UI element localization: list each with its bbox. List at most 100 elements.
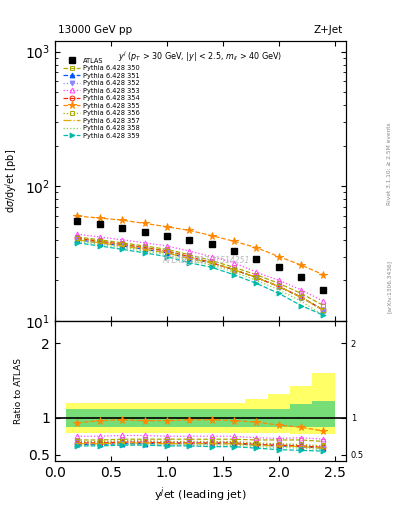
Line: Pythia 6.428 355: Pythia 6.428 355 <box>73 212 327 279</box>
Line: Pythia 6.428 353: Pythia 6.428 353 <box>75 232 326 304</box>
Pythia 6.428 356 <box>276 284 281 290</box>
Pythia 6.428 350 <box>254 272 259 278</box>
Pythia 6.428 356 <box>299 294 303 300</box>
Pythia 6.428 351 <box>254 274 259 281</box>
Pythia 6.428 353 <box>75 231 80 237</box>
Pythia 6.428 358 <box>209 262 214 268</box>
Pythia 6.428 355 <box>97 215 102 221</box>
Text: ATLAS_2017_I1514251: ATLAS_2017_I1514251 <box>163 255 250 264</box>
Pythia 6.428 358 <box>231 269 236 275</box>
Pythia 6.428 355 <box>165 224 169 230</box>
Pythia 6.428 353 <box>187 248 192 254</box>
Pythia 6.428 353 <box>276 278 281 284</box>
Pythia 6.428 353 <box>97 234 102 240</box>
Pythia 6.428 357 <box>254 274 259 281</box>
Pythia 6.428 350 <box>299 290 303 296</box>
Pythia 6.428 356 <box>142 245 147 251</box>
Pythia 6.428 357 <box>142 246 147 252</box>
Pythia 6.428 358 <box>299 298 303 304</box>
Pythia 6.428 351 <box>97 240 102 246</box>
Pythia 6.428 353 <box>231 260 236 266</box>
Pythia 6.428 355 <box>299 262 303 268</box>
Pythia 6.428 356 <box>254 274 259 281</box>
Pythia 6.428 359 <box>254 280 259 286</box>
Pythia 6.428 356 <box>75 236 80 242</box>
Pythia 6.428 351 <box>209 260 214 266</box>
Pythia 6.428 358 <box>187 258 192 264</box>
Pythia 6.428 357 <box>299 294 303 300</box>
Pythia 6.428 353 <box>165 243 169 249</box>
Pythia 6.428 356 <box>231 267 236 273</box>
Pythia 6.428 354 <box>209 260 214 266</box>
Pythia 6.428 352 <box>165 248 169 254</box>
Pythia 6.428 352 <box>299 294 303 300</box>
Pythia 6.428 359 <box>75 240 80 246</box>
Pythia 6.428 359 <box>231 272 236 278</box>
Pythia 6.428 354 <box>165 248 169 254</box>
Y-axis label: Ratio to ATLAS: Ratio to ATLAS <box>14 358 23 424</box>
Pythia 6.428 354 <box>299 294 303 300</box>
Pythia 6.428 354 <box>120 241 125 247</box>
Pythia 6.428 354 <box>75 236 80 242</box>
Pythia 6.428 351 <box>120 243 125 249</box>
Pythia 6.428 359 <box>142 250 147 256</box>
X-axis label: y$^{j}$et (leading jet): y$^{j}$et (leading jet) <box>154 485 247 504</box>
Pythia 6.428 359 <box>120 246 125 252</box>
Pythia 6.428 356 <box>97 238 102 244</box>
Line: Pythia 6.428 354: Pythia 6.428 354 <box>75 236 326 313</box>
Pythia 6.428 355 <box>142 220 147 226</box>
Pythia 6.428 355 <box>321 272 326 278</box>
Pythia 6.428 350 <box>120 240 125 246</box>
Pythia 6.428 350 <box>97 237 102 243</box>
Text: [arXiv:1306.3436]: [arXiv:1306.3436] <box>387 260 391 313</box>
Pythia 6.428 354 <box>97 238 102 244</box>
Line: Pythia 6.428 359: Pythia 6.428 359 <box>75 240 326 318</box>
Pythia 6.428 355 <box>254 245 259 251</box>
Pythia 6.428 351 <box>231 267 236 273</box>
Pythia 6.428 355 <box>231 238 236 244</box>
Pythia 6.428 352 <box>120 241 125 247</box>
Pythia 6.428 352 <box>97 238 102 244</box>
Pythia 6.428 357 <box>97 240 102 246</box>
Pythia 6.428 357 <box>209 260 214 266</box>
Pythia 6.428 353 <box>209 253 214 260</box>
Pythia 6.428 355 <box>209 232 214 239</box>
Pythia 6.428 350 <box>231 264 236 270</box>
Pythia 6.428 352 <box>75 236 80 242</box>
Pythia 6.428 359 <box>299 303 303 309</box>
Pythia 6.428 352 <box>142 245 147 251</box>
Line: Pythia 6.428 356: Pythia 6.428 356 <box>75 236 326 313</box>
Pythia 6.428 351 <box>276 284 281 290</box>
Pythia 6.428 354 <box>254 274 259 281</box>
Pythia 6.428 352 <box>276 284 281 290</box>
Pythia 6.428 357 <box>120 243 125 249</box>
Pythia 6.428 354 <box>321 307 326 313</box>
Text: 13000 GeV pp: 13000 GeV pp <box>58 26 132 35</box>
Line: Pythia 6.428 350: Pythia 6.428 350 <box>75 234 326 308</box>
Pythia 6.428 358 <box>276 287 281 293</box>
Line: Pythia 6.428 358: Pythia 6.428 358 <box>77 241 323 315</box>
Pythia 6.428 352 <box>321 307 326 313</box>
Pythia 6.428 357 <box>187 255 192 262</box>
Pythia 6.428 359 <box>209 264 214 270</box>
Pythia 6.428 357 <box>231 267 236 273</box>
Pythia 6.428 351 <box>187 255 192 262</box>
Pythia 6.428 350 <box>142 243 147 249</box>
Pythia 6.428 359 <box>321 312 326 318</box>
Pythia 6.428 350 <box>165 246 169 252</box>
Pythia 6.428 352 <box>209 260 214 266</box>
Pythia 6.428 352 <box>254 274 259 281</box>
Pythia 6.428 350 <box>187 251 192 258</box>
Pythia 6.428 358 <box>321 312 326 318</box>
Pythia 6.428 356 <box>321 307 326 313</box>
Pythia 6.428 359 <box>276 290 281 296</box>
Text: $y^{j}$ ($p_{T}$ > 30 GeV, $|y|$ < 2.5, $m_{ll}$ > 40 GeV): $y^{j}$ ($p_{T}$ > 30 GeV, $|y|$ < 2.5, … <box>118 49 283 64</box>
Pythia 6.428 355 <box>187 227 192 233</box>
Pythia 6.428 357 <box>75 237 80 243</box>
Line: Pythia 6.428 351: Pythia 6.428 351 <box>75 238 326 313</box>
Text: Rivet 3.1.10; ≥ 2.5M events: Rivet 3.1.10; ≥ 2.5M events <box>387 122 391 205</box>
Pythia 6.428 351 <box>165 250 169 256</box>
Pythia 6.428 353 <box>120 237 125 243</box>
Pythia 6.428 358 <box>165 251 169 258</box>
Legend: ATLAS, Pythia 6.428 350, Pythia 6.428 351, Pythia 6.428 352, Pythia 6.428 353, P: ATLAS, Pythia 6.428 350, Pythia 6.428 35… <box>61 55 142 141</box>
